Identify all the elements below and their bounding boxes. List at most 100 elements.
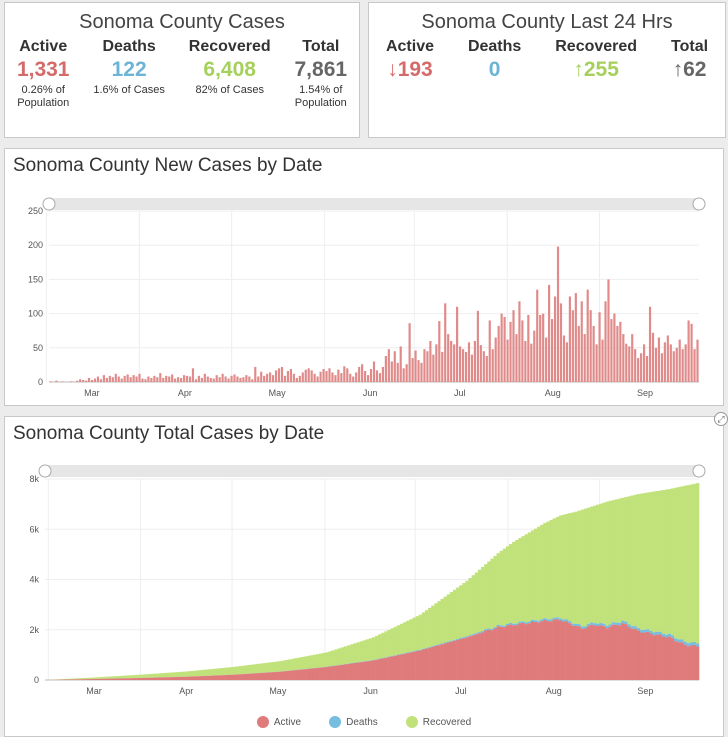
bar xyxy=(574,293,577,382)
area-deaths xyxy=(424,647,429,649)
bar xyxy=(521,320,524,382)
area-active xyxy=(558,620,563,680)
area-active xyxy=(496,626,500,680)
bar xyxy=(426,351,429,382)
area-recovered xyxy=(614,499,619,623)
area-recovered xyxy=(104,676,108,679)
bar xyxy=(515,334,518,382)
area-recovered xyxy=(471,575,476,635)
area-recovered xyxy=(69,678,74,680)
last24-stats: Active ↓193 Deaths 0 Recovered ↑255 Tota… xyxy=(369,38,725,82)
bar xyxy=(533,330,536,382)
bar xyxy=(150,377,153,382)
area-recovered xyxy=(527,532,532,622)
stat-value: 0 xyxy=(488,58,501,81)
area-active xyxy=(150,677,155,680)
bar xyxy=(343,366,346,382)
area-deaths xyxy=(468,635,472,637)
fullscreen-icon[interactable]: ⤢ xyxy=(714,412,728,426)
area-active xyxy=(499,626,504,680)
bar xyxy=(358,366,361,382)
area-recovered xyxy=(387,629,391,657)
y-tick-label: 4k xyxy=(29,575,39,585)
bar xyxy=(129,377,132,382)
legend-item-active[interactable]: Active xyxy=(256,716,301,728)
area-recovered xyxy=(356,642,360,663)
area-recovered xyxy=(418,614,423,650)
area-recovered xyxy=(375,635,379,660)
area-deaths xyxy=(493,627,497,629)
stat-value: ↑62 xyxy=(672,58,707,81)
area-deaths xyxy=(692,641,697,645)
bar xyxy=(610,319,613,382)
legend-item-recovered[interactable]: Recovered xyxy=(405,716,471,728)
bar xyxy=(361,364,364,382)
area-deaths xyxy=(677,639,681,643)
bar xyxy=(417,360,420,382)
area-active xyxy=(505,625,510,680)
area-recovered xyxy=(368,638,373,661)
bar xyxy=(174,378,177,382)
bar xyxy=(539,314,542,382)
area-recovered xyxy=(692,483,697,642)
area-active xyxy=(630,628,634,680)
area-deaths xyxy=(549,619,553,622)
area-active xyxy=(129,678,133,680)
area-deaths xyxy=(543,618,547,620)
stat-sub: 82% of Cases xyxy=(195,84,264,96)
range-slider xyxy=(49,198,699,210)
area-deaths xyxy=(658,631,662,635)
area-recovered xyxy=(287,659,292,671)
y-tick-label: 100 xyxy=(28,309,43,319)
stat-value: 6,408 xyxy=(203,58,256,81)
bar xyxy=(444,303,447,382)
area-recovered xyxy=(415,616,420,651)
area-active xyxy=(216,675,220,680)
area-active xyxy=(543,619,547,680)
area-active xyxy=(602,626,606,680)
area-deaths xyxy=(403,653,407,654)
bar xyxy=(381,366,384,382)
area-recovered xyxy=(596,504,600,624)
area-active xyxy=(590,624,594,680)
bar xyxy=(230,375,233,382)
total-cases-panel: Sonoma County Total Cases by Date 0 2k 4k 6… xyxy=(4,416,724,737)
area-recovered xyxy=(664,489,669,635)
bar xyxy=(568,296,571,382)
area-active xyxy=(263,672,267,680)
area-recovered xyxy=(216,668,220,676)
bar xyxy=(684,344,687,382)
legend-item-deaths[interactable]: Deaths xyxy=(329,716,378,728)
bar xyxy=(640,353,643,382)
area-active xyxy=(493,628,497,680)
area-deaths xyxy=(674,638,678,642)
area-recovered xyxy=(253,664,258,674)
bar xyxy=(375,370,379,382)
area-recovered xyxy=(437,601,441,645)
bar xyxy=(87,377,91,382)
bar xyxy=(622,334,625,382)
bar xyxy=(583,334,586,382)
bar xyxy=(378,373,382,382)
area-active xyxy=(238,674,242,680)
area-deaths xyxy=(471,634,476,636)
area-recovered xyxy=(552,518,557,618)
area-recovered xyxy=(269,662,273,673)
area-recovered xyxy=(695,483,700,644)
area-active xyxy=(428,647,432,680)
area-deaths xyxy=(477,632,482,634)
bar xyxy=(536,289,539,382)
bar xyxy=(506,339,509,382)
bar xyxy=(153,375,156,382)
bar xyxy=(254,366,257,382)
area-recovered xyxy=(125,675,130,679)
bar xyxy=(334,375,337,382)
bar xyxy=(79,379,82,382)
bar xyxy=(248,376,251,382)
area-active xyxy=(443,643,448,680)
stat-value: ↑255 xyxy=(573,58,619,81)
area-recovered xyxy=(602,502,606,624)
area-active xyxy=(521,622,525,680)
bar xyxy=(485,356,488,382)
area-active xyxy=(241,674,245,680)
